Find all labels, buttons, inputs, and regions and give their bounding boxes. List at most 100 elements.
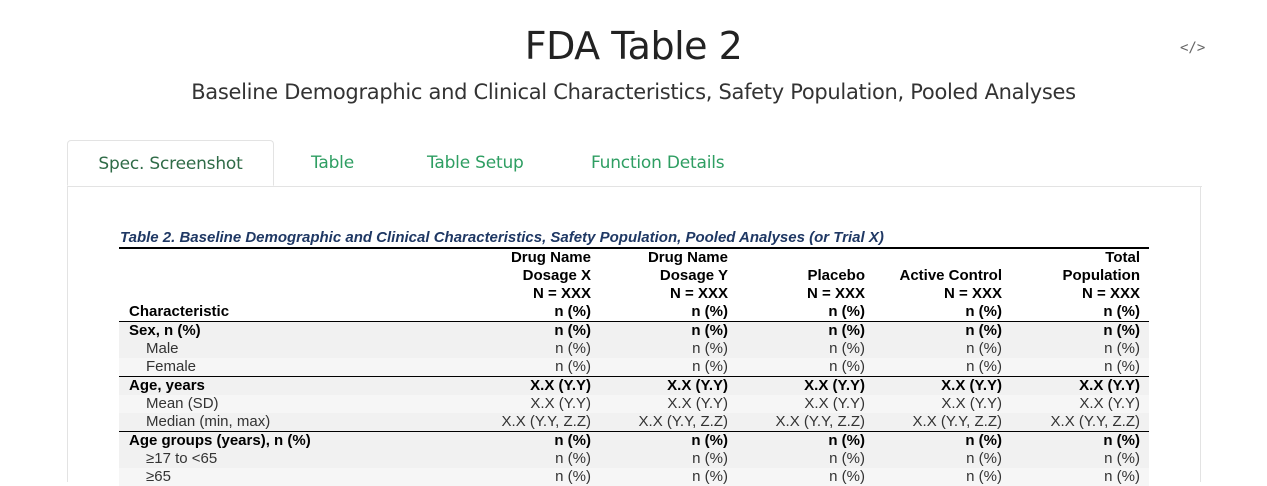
header-cell-characteristic xyxy=(119,267,462,285)
tab-bar: Spec. Screenshot Table Table Setup Funct… xyxy=(67,140,1202,187)
table-cell: n (%) xyxy=(1103,322,1140,339)
header-cell: N = XXX xyxy=(533,285,591,302)
header-cell: N = XXX xyxy=(1082,285,1140,302)
row-label: Age, years xyxy=(119,376,462,395)
table-cell: X.X (Y.Y, Z.Z) xyxy=(501,413,591,430)
table-cell: n (%) xyxy=(555,468,591,485)
tab-spec-screenshot[interactable]: Spec. Screenshot xyxy=(67,140,274,186)
table-row: Age, years X.X (Y.Y) X.X (Y.Y) X.X (Y.Y) X.X… xyxy=(119,376,1149,395)
table-cell: n (%) xyxy=(828,322,865,339)
table-cell: n (%) xyxy=(555,340,591,357)
table-cell: n (%) xyxy=(737,431,874,450)
table-cell: n (%) xyxy=(692,468,728,485)
table-cell: X.X (Y.Y) xyxy=(1011,376,1149,395)
header-cell xyxy=(737,247,874,267)
table-cell: n (%) xyxy=(829,450,865,467)
tab-table[interactable]: Table xyxy=(311,153,354,173)
table-cell: n (%) xyxy=(1011,431,1149,450)
table-cell: n (%) xyxy=(829,358,865,375)
table-cell: n (%) xyxy=(966,358,1002,375)
row-label: ≥65 xyxy=(146,468,171,485)
table-cell: X.X (Y.Y) xyxy=(600,376,737,395)
table-cell: n (%) xyxy=(829,468,865,485)
table-cell: X.X (Y.Y, Z.Z) xyxy=(912,413,1002,430)
table-cell: n (%) xyxy=(1104,358,1140,375)
table-cell: n (%) xyxy=(555,450,591,467)
table-row: Sex, n (%) n (%) n (%) n (%) n (%) n (%) xyxy=(119,321,1149,340)
tab-panel xyxy=(67,186,1201,482)
header-cell xyxy=(874,247,1011,267)
tab-function-details[interactable]: Function Details xyxy=(591,153,725,173)
table-cell: X.X (Y.Y) xyxy=(462,376,600,395)
header-cell: n (%) xyxy=(874,303,1011,322)
table-cell: X.X (Y.Y) xyxy=(874,376,1011,395)
table-cell: X.X (Y.Y) xyxy=(1079,395,1140,412)
table-cell: n (%) xyxy=(1104,340,1140,357)
table-cell: n (%) xyxy=(966,450,1002,467)
table-cell: n (%) xyxy=(1104,468,1140,485)
table-cell: n (%) xyxy=(965,322,1002,339)
table-row: ≥17 to <65 n (%) n (%) n (%) n (%) n (%) xyxy=(119,450,1149,468)
table-cell: n (%) xyxy=(691,322,728,339)
header-cell: Dosage X xyxy=(522,267,591,284)
table-cell: X.X (Y.Y) xyxy=(941,395,1002,412)
header-cell: Dosage Y xyxy=(659,267,728,284)
header-row: Characteristic n (%) n (%) n (%) n (%) n (%) xyxy=(119,303,1149,322)
header-cell: Population xyxy=(1062,267,1141,284)
row-label: Female xyxy=(146,358,197,375)
header-cell: Drug Name xyxy=(462,247,600,267)
header-row: N = XXX N = XXX N = XXX N = XXX N = XXX xyxy=(119,285,1149,303)
table-cell: n (%) xyxy=(692,358,728,375)
header-cell: n (%) xyxy=(600,303,737,322)
table-row: Mean (SD) X.X (Y.Y) X.X (Y.Y) X.X (Y.Y) X.X … xyxy=(119,395,1149,413)
header-cell: n (%) xyxy=(462,303,600,322)
table-row: Male n (%) n (%) n (%) n (%) n (%) xyxy=(119,340,1149,358)
table-cell: n (%) xyxy=(555,358,591,375)
table-cell: n (%) xyxy=(966,468,1002,485)
table-cell: X.X (Y.Y, Z.Z) xyxy=(1050,413,1140,430)
table-cell: n (%) xyxy=(829,340,865,357)
table-cell: X.X (Y.Y, Z.Z) xyxy=(775,413,865,430)
header-cell: Total xyxy=(1011,247,1149,267)
table-cell: n (%) xyxy=(874,431,1011,450)
table-cell: X.X (Y.Y) xyxy=(530,395,591,412)
table-row: ≥65 n (%) n (%) n (%) n (%) n (%) xyxy=(119,468,1149,486)
table-row: Female n (%) n (%) n (%) n (%) n (%) xyxy=(119,358,1149,377)
header-cell: n (%) xyxy=(1011,303,1149,322)
spec-table: Drug Name Drug Name Total Dosage X Dosage Y P… xyxy=(119,247,1149,486)
table-cell: X.X (Y.Y, Z.Z) xyxy=(638,413,728,430)
header-cell: N = XXX xyxy=(670,285,728,302)
table-cell: X.X (Y.Y) xyxy=(737,376,874,395)
header-cell-characteristic xyxy=(119,285,462,303)
row-label: Male xyxy=(146,340,179,357)
table-cell: n (%) xyxy=(554,322,591,339)
header-cell-characteristic xyxy=(119,247,462,267)
table-cell: n (%) xyxy=(462,431,600,450)
row-label: ≥17 to <65 xyxy=(146,450,218,467)
header-cell: Active Control xyxy=(899,267,1002,284)
table-row: Median (min, max) X.X (Y.Y, Z.Z) X.X (Y.Y,… xyxy=(119,413,1149,432)
table-cell: X.X (Y.Y) xyxy=(667,395,728,412)
row-label: Mean (SD) xyxy=(146,395,219,412)
header-cell: n (%) xyxy=(737,303,874,322)
table-row: Age groups (years), n (%) n (%) n (%) n (%)… xyxy=(119,431,1149,450)
page-subtitle: Baseline Demographic and Clinical Charac… xyxy=(191,80,1076,104)
header-cell: N = XXX xyxy=(944,285,1002,302)
table-cell: n (%) xyxy=(600,431,737,450)
table-cell: n (%) xyxy=(692,450,728,467)
table-cell: X.X (Y.Y) xyxy=(804,395,865,412)
tab-table-setup[interactable]: Table Setup xyxy=(427,153,524,173)
row-label: Median (min, max) xyxy=(146,413,271,430)
header-row: Dosage X Dosage Y Placebo Active Control Pop… xyxy=(119,267,1149,285)
header-cell: N = XXX xyxy=(807,285,865,302)
row-label: Age groups (years), n (%) xyxy=(119,431,462,450)
table-cell: n (%) xyxy=(1104,450,1140,467)
spec-caption: Table 2. Baseline Demographic and Clinic… xyxy=(120,229,884,246)
row-label: Sex, n (%) xyxy=(129,322,201,339)
table-cell: n (%) xyxy=(692,340,728,357)
header-row: Drug Name Drug Name Total xyxy=(119,247,1149,267)
code-toggle-icon[interactable]: </> xyxy=(1180,40,1206,56)
header-cell: Placebo xyxy=(807,267,865,284)
header-cell-characteristic: Characteristic xyxy=(119,303,462,322)
header-cell: Drug Name xyxy=(600,247,737,267)
